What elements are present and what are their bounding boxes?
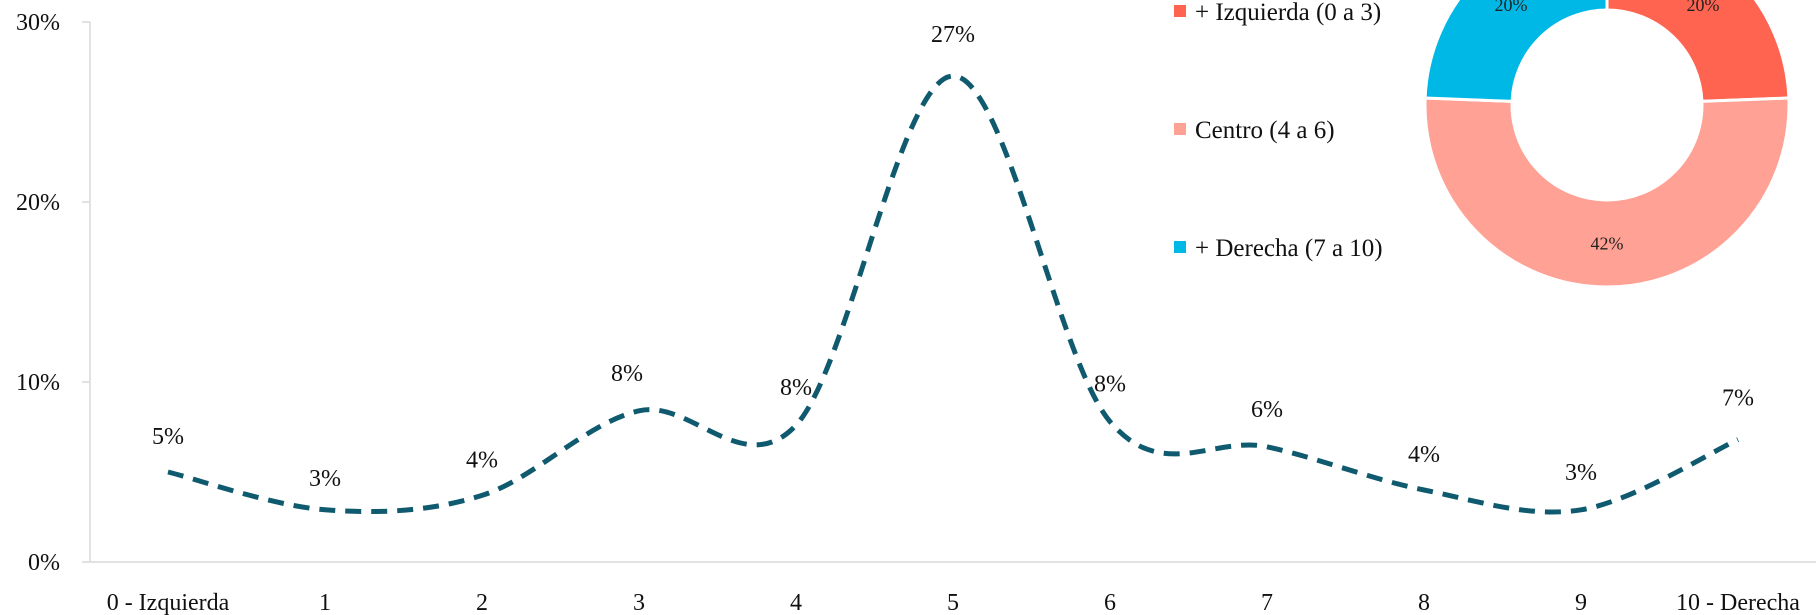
x-tick-label: 4 [790, 590, 802, 615]
line-chart: 0% 10% 20% 30% 0 - Izquierda 1 2 3 4 5 6 7 8 9 10 - D… [16, 10, 1816, 615]
data-label: 27% [931, 22, 975, 48]
x-tick-label: 6 [1104, 590, 1116, 615]
donut-slice-label: 20% [1494, 0, 1527, 15]
donut-chart: 20% 42% 20% [1423, 0, 1791, 289]
data-label: 8% [780, 375, 812, 401]
data-label: 3% [309, 466, 341, 492]
x-tick-label: 8 [1418, 590, 1430, 615]
x-tick-label: 3 [633, 590, 645, 615]
donut-slice [1605, 0, 1791, 103]
x-tick-label: 2 [476, 590, 488, 615]
legend-label: + Izquierda (0 a 3) [1195, 0, 1381, 26]
legend-swatch [1174, 123, 1186, 135]
data-labels: 5% 3% 4% 8% 8% 27% 8% 6% 4% 3% 7% [152, 22, 1754, 492]
data-label: 4% [466, 447, 498, 473]
x-tick-label: 7 [1261, 590, 1273, 615]
x-tick-label: 5 [947, 590, 959, 615]
y-tick-label: 30% [16, 10, 60, 36]
x-tick-label: 10 - Derecha [1676, 590, 1800, 615]
y-tick-label: 20% [16, 190, 60, 216]
legend-label: + Derecha (7 a 10) [1195, 235, 1383, 262]
x-axis: 0 - Izquierda 1 2 3 4 5 6 7 8 9 10 - Derecha [107, 590, 1801, 615]
donut-slice-label: 20% [1687, 0, 1720, 15]
donut-slice [1423, 0, 1609, 103]
legend-label: Centro (4 a 6) [1195, 117, 1335, 144]
legend-swatch [1174, 241, 1186, 253]
donut-slice-label: 42% [1591, 234, 1624, 254]
x-tick-label: 0 - Izquierda [107, 590, 230, 615]
data-label: 4% [1408, 442, 1440, 468]
x-tick-label: 9 [1575, 590, 1587, 615]
data-label: 5% [152, 424, 184, 450]
y-tick-label: 10% [16, 370, 60, 396]
y-axis: 0% 10% 20% 30% [16, 10, 90, 576]
y-tick-label: 0% [28, 550, 60, 576]
data-label: 6% [1251, 397, 1283, 423]
donut-legend: + Izquierda (0 a 3) Centro (4 a 6) + Derec… [1174, 0, 1383, 262]
data-label: 3% [1565, 460, 1597, 486]
data-label: 8% [611, 361, 643, 387]
series-line [167, 73, 1740, 515]
data-label: 7% [1722, 386, 1754, 412]
x-tick-label: 1 [319, 590, 331, 615]
data-label: 8% [1094, 372, 1126, 398]
legend-swatch [1174, 5, 1186, 17]
donut-slice [1423, 96, 1791, 289]
